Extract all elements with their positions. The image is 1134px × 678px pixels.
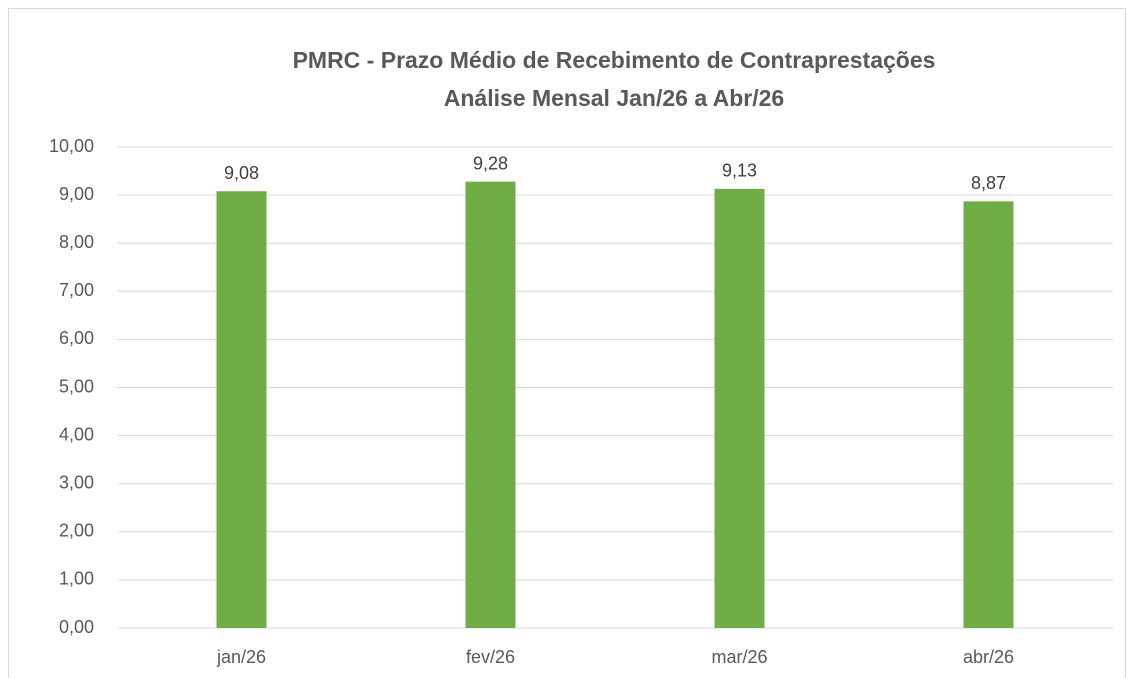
y-tick-label: 3,00 (59, 472, 94, 492)
bar (714, 188, 765, 629)
x-tick-label: abr/26 (963, 647, 1014, 667)
value-label: 8,87 (971, 173, 1006, 193)
x-tick-label: fev/26 (466, 647, 515, 667)
x-tick-label: mar/26 (711, 647, 767, 667)
bar (216, 191, 267, 628)
y-tick-label: 0,00 (59, 617, 94, 637)
y-tick-label: 1,00 (59, 569, 94, 589)
value-label: 9,08 (224, 163, 259, 183)
value-label: 9,13 (722, 161, 757, 181)
chart-border (8, 8, 1126, 678)
y-tick-label: 2,00 (59, 521, 94, 541)
y-tick-label: 4,00 (59, 424, 94, 444)
bar (963, 201, 1014, 628)
y-tick-label: 6,00 (59, 328, 94, 348)
y-tick-label: 5,00 (59, 376, 94, 396)
value-label: 9,28 (473, 153, 508, 173)
y-tick-label: 9,00 (59, 184, 94, 204)
bar (465, 181, 516, 628)
y-tick-label: 8,00 (59, 232, 94, 252)
y-tick-label: 7,00 (59, 280, 94, 300)
chart-subtitle: Análise Mensal Jan/26 a Abr/26 (444, 85, 784, 111)
x-tick-label: jan/26 (216, 647, 266, 667)
chart-title: PMRC - Prazo Médio de Recebimento de Con… (293, 47, 936, 73)
y-tick-label: 10,00 (49, 136, 94, 156)
